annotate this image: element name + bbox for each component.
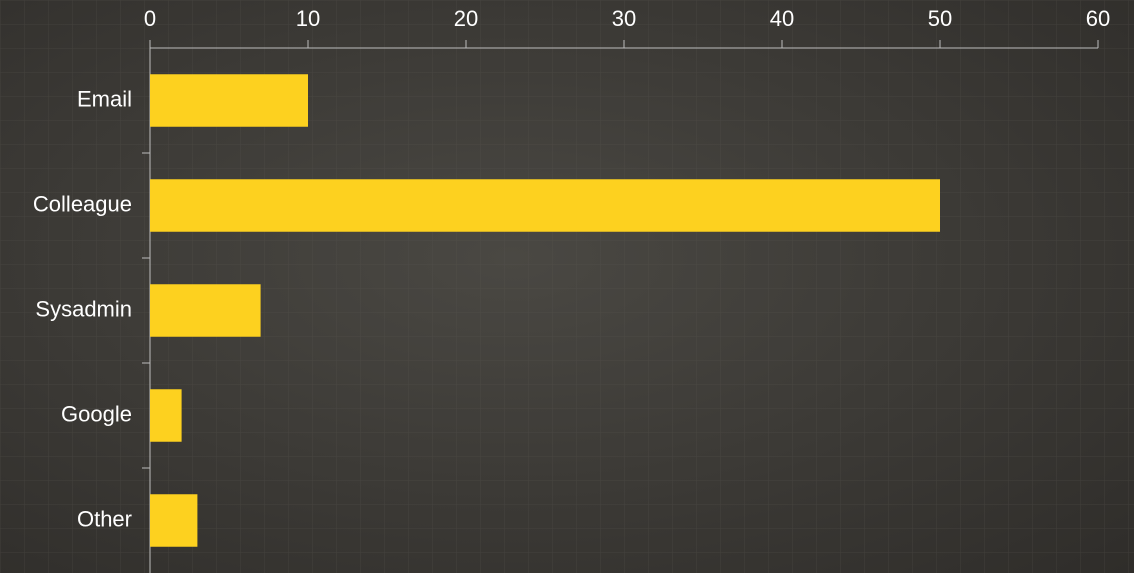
x-tick-label: 10 bbox=[296, 6, 320, 31]
y-tick-label: Google bbox=[61, 401, 132, 426]
y-tick-label: Sysadmin bbox=[35, 296, 132, 321]
x-tick-label: 30 bbox=[612, 6, 636, 31]
bar bbox=[150, 74, 308, 127]
x-tick-label: 20 bbox=[454, 6, 478, 31]
bar bbox=[150, 389, 182, 442]
y-tick-label: Other bbox=[77, 506, 132, 531]
x-tick-label: 40 bbox=[770, 6, 794, 31]
y-tick-label: Colleague bbox=[33, 191, 132, 216]
x-tick-label: 0 bbox=[144, 6, 156, 31]
x-tick-label: 60 bbox=[1086, 6, 1110, 31]
bar bbox=[150, 179, 940, 232]
x-tick-label: 50 bbox=[928, 6, 952, 31]
bar bbox=[150, 284, 261, 337]
y-tick-label: Email bbox=[77, 86, 132, 111]
bar bbox=[150, 494, 198, 547]
